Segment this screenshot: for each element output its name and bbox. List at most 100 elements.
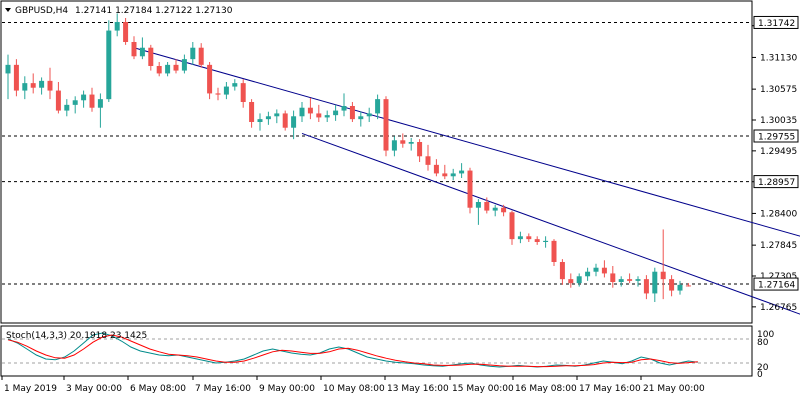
candlesticks xyxy=(5,13,691,302)
candle xyxy=(207,62,213,100)
candle-body xyxy=(240,83,246,102)
candle-body xyxy=(643,279,649,294)
candle-body xyxy=(652,271,658,294)
time-tick-label: 7 May 16:00 xyxy=(195,384,251,394)
candle xyxy=(131,36,137,60)
time-tick-label: 17 May 16:00 xyxy=(579,384,641,394)
candle xyxy=(442,164,448,180)
candle xyxy=(232,79,238,91)
candle xyxy=(114,13,120,37)
dropdown-triangle-icon[interactable] xyxy=(5,8,11,12)
candle xyxy=(669,275,675,297)
candle xyxy=(467,167,473,214)
candle-body xyxy=(39,80,45,88)
candle-body xyxy=(139,47,145,57)
candle-body xyxy=(123,22,129,42)
candle-body xyxy=(324,115,330,118)
candle xyxy=(543,236,549,248)
candle-body xyxy=(585,271,591,277)
candle-body xyxy=(156,66,162,74)
channel-line-upper xyxy=(133,47,800,237)
horizontal-levels xyxy=(2,21,752,285)
candle-body xyxy=(433,164,439,174)
candle xyxy=(685,283,691,287)
candle xyxy=(5,54,11,100)
candle xyxy=(585,267,591,281)
candle-body xyxy=(215,93,221,95)
candle-body xyxy=(131,42,137,57)
candle xyxy=(123,18,129,45)
candle-body xyxy=(400,140,406,144)
price-channel xyxy=(133,47,800,315)
candle xyxy=(299,102,305,122)
osc-line-signal xyxy=(7,334,698,368)
oscillator-label: Stoch(14,3,3) 20.1918 23.1425 xyxy=(6,331,147,341)
candle xyxy=(89,87,95,112)
candle-body xyxy=(223,86,229,95)
candle-body xyxy=(198,47,204,65)
level-label-box xyxy=(753,15,799,29)
candle-body xyxy=(492,207,498,211)
candle xyxy=(139,37,145,60)
time-tick-label: 9 May 00:00 xyxy=(259,384,315,394)
candle xyxy=(307,98,313,120)
candle xyxy=(400,133,406,148)
candle xyxy=(417,139,423,162)
candle-body xyxy=(55,90,61,111)
candle-body xyxy=(627,279,633,281)
candle-body xyxy=(316,113,322,118)
candle-body xyxy=(22,83,28,91)
candle xyxy=(324,110,330,122)
price-tick-label: 1.27845 xyxy=(760,241,797,251)
candle-body xyxy=(257,119,263,122)
candle-body xyxy=(475,202,481,208)
time-tick-label: 6 May 08:00 xyxy=(130,384,186,394)
candle xyxy=(568,273,574,288)
time-tick-label: 21 May 00:00 xyxy=(643,384,705,394)
candle xyxy=(484,197,490,214)
candle-body xyxy=(669,279,675,291)
candle-body xyxy=(526,236,532,240)
candle xyxy=(240,79,246,108)
candle xyxy=(652,267,658,302)
time-tick-label: 16 May 08:00 xyxy=(515,384,577,394)
candle-body xyxy=(291,116,297,128)
candle-body xyxy=(81,94,87,101)
candle xyxy=(459,163,465,178)
candle-body xyxy=(13,64,19,91)
candle xyxy=(106,20,112,102)
osc-level-100: 100 xyxy=(757,330,774,340)
candle xyxy=(165,62,171,77)
oscillator-lines xyxy=(7,332,698,368)
candle-body xyxy=(593,267,599,272)
candle xyxy=(526,233,532,242)
candle xyxy=(627,273,633,284)
candle-body xyxy=(635,279,641,281)
level-label: 1.28957 xyxy=(758,178,795,188)
oscillator-levels xyxy=(2,338,752,364)
candle xyxy=(677,280,683,295)
candle-body xyxy=(660,271,666,280)
candle xyxy=(375,94,381,120)
candle xyxy=(64,99,70,117)
candle xyxy=(47,67,53,100)
candle xyxy=(316,104,322,122)
osc-level-80: 80 xyxy=(757,338,769,348)
candle xyxy=(593,263,599,277)
candle xyxy=(492,204,498,217)
candle-body xyxy=(282,113,288,128)
candle xyxy=(265,111,271,125)
candle-body xyxy=(30,83,36,88)
level-label: 1.31742 xyxy=(758,19,795,29)
candle-body xyxy=(349,106,355,120)
candle-body xyxy=(509,212,515,240)
time-axis: 1 May 2019 3 May 00:00 6 May 08:00 7 May 16… xyxy=(1,376,705,394)
candle xyxy=(72,96,78,114)
candle xyxy=(215,87,221,101)
candle-body xyxy=(484,202,490,211)
candle xyxy=(156,62,162,77)
candle-body xyxy=(358,116,364,120)
candle-body xyxy=(576,276,582,284)
candle-body xyxy=(517,236,523,240)
candle-body xyxy=(442,173,448,177)
